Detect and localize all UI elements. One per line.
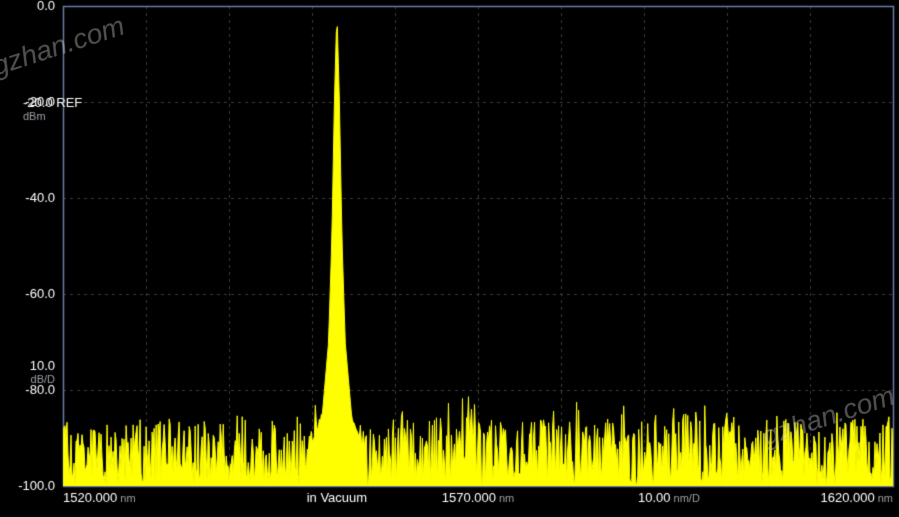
spectrum-chart (0, 0, 899, 517)
